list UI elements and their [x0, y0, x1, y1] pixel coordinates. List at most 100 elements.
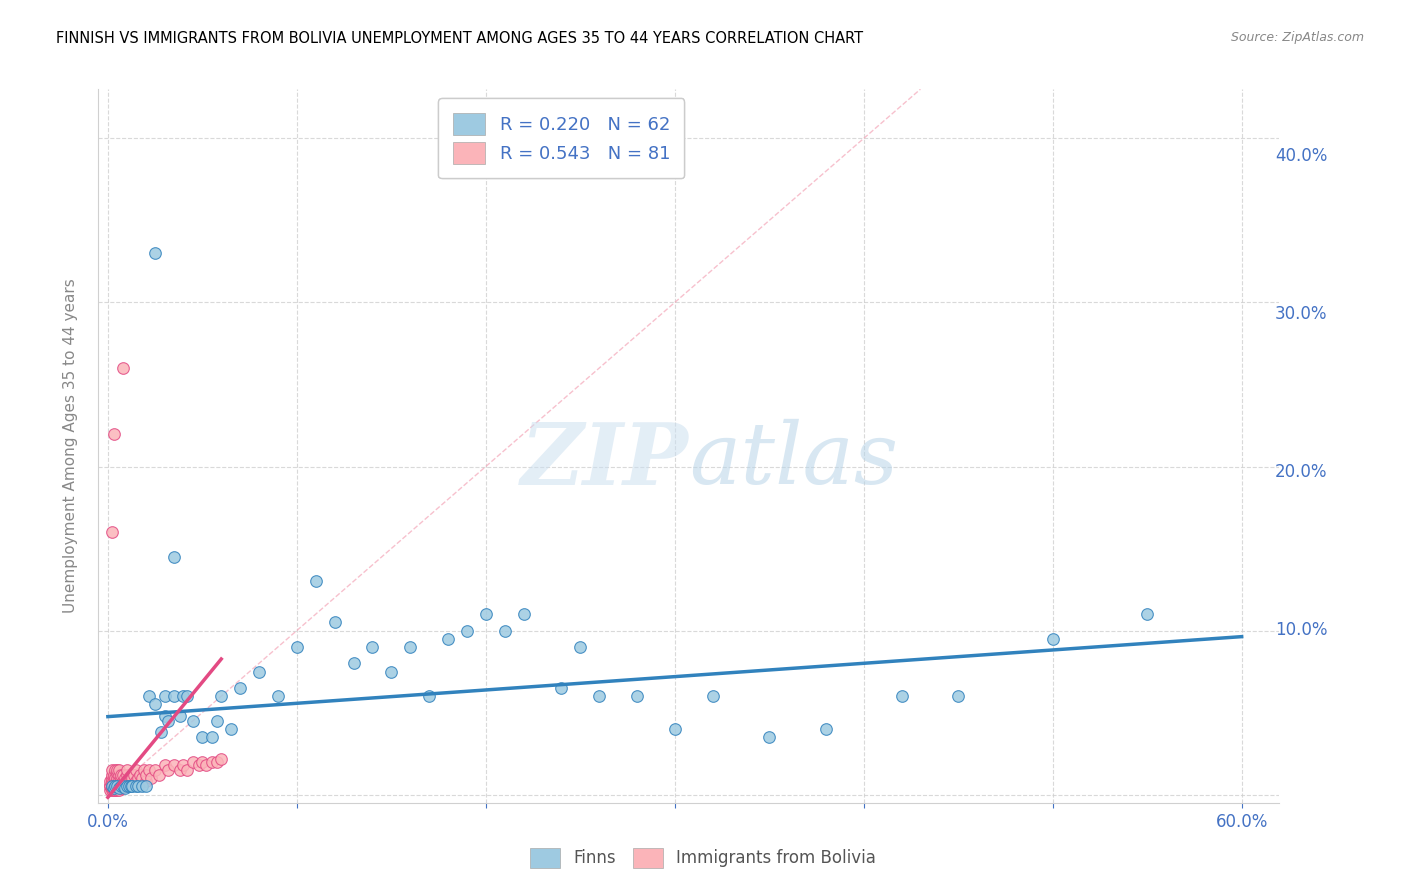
- Point: [177, 772, 200, 787]
- Point: [609, 637, 631, 651]
- Point: [592, 676, 614, 690]
- Point: [434, 660, 457, 674]
- Point: [229, 756, 252, 770]
- Point: [180, 774, 202, 789]
- Point: [191, 756, 214, 770]
- Point: [505, 621, 527, 635]
- Text: ZIP: ZIP: [553, 423, 721, 506]
- Point: [174, 766, 197, 780]
- Point: [661, 684, 683, 698]
- Point: [187, 771, 209, 785]
- Point: [225, 750, 247, 764]
- Point: [696, 715, 718, 730]
- Point: [382, 613, 405, 627]
- Point: [177, 763, 200, 777]
- Point: [418, 637, 440, 651]
- Legend: Finns, Immigrants from Bolivia: Finns, Immigrants from Bolivia: [523, 841, 883, 875]
- Point: [330, 684, 353, 698]
- Point: [186, 763, 208, 777]
- Point: [180, 756, 202, 770]
- Point: [181, 763, 204, 777]
- Point: [217, 756, 239, 770]
- Point: [295, 676, 318, 690]
- Point: [905, 684, 928, 698]
- Point: [181, 771, 204, 785]
- Point: [235, 549, 257, 564]
- Text: atlas: atlas: [721, 423, 929, 506]
- Point: [239, 703, 262, 717]
- Point: [179, 774, 201, 789]
- Point: [246, 756, 269, 770]
- Point: [225, 684, 247, 698]
- Point: [193, 766, 215, 780]
- Point: [177, 771, 200, 785]
- Point: [731, 684, 754, 698]
- Point: [278, 684, 301, 698]
- Point: [179, 760, 201, 774]
- Point: [177, 774, 200, 789]
- Y-axis label: Unemployment Among Ages 35 to 44 years: Unemployment Among Ages 35 to 44 years: [63, 283, 77, 618]
- Point: [174, 770, 197, 784]
- Point: [177, 760, 200, 774]
- Point: [222, 719, 245, 733]
- Point: [181, 774, 204, 789]
- Point: [347, 637, 370, 651]
- Point: [187, 368, 209, 383]
- Legend: R = 0.220   N = 62, R = 0.543   N = 81: R = 0.220 N = 62, R = 0.543 N = 81: [489, 116, 737, 196]
- Point: [186, 760, 208, 774]
- Point: [243, 684, 266, 698]
- Point: [627, 684, 650, 698]
- Point: [191, 766, 214, 780]
- Point: [207, 756, 229, 770]
- Point: [188, 772, 211, 787]
- Point: [200, 771, 222, 785]
- Point: [246, 684, 269, 698]
- Point: [208, 766, 231, 780]
- Point: [187, 760, 209, 774]
- Point: [470, 684, 492, 698]
- Point: [260, 723, 283, 738]
- Text: FINNISH VS IMMIGRANTS FROM BOLIVIA UNEMPLOYMENT AMONG AGES 35 TO 44 YEARS CORREL: FINNISH VS IMMIGRANTS FROM BOLIVIA UNEMP…: [56, 31, 863, 46]
- Point: [180, 768, 202, 782]
- Point: [191, 760, 214, 774]
- Point: [278, 744, 301, 758]
- Point: [198, 760, 221, 774]
- Point: [177, 526, 200, 541]
- Point: [194, 771, 217, 785]
- Point: [180, 771, 202, 785]
- Point: [486, 629, 509, 643]
- Point: [235, 750, 257, 764]
- Point: [184, 764, 207, 779]
- Point: [194, 768, 217, 782]
- Point: [194, 763, 217, 777]
- Point: [184, 760, 207, 774]
- Point: [174, 774, 197, 789]
- Point: [1132, 605, 1154, 619]
- Point: [522, 605, 544, 619]
- Point: [191, 771, 214, 785]
- Point: [1045, 629, 1067, 643]
- Point: [174, 771, 197, 785]
- Point: [214, 763, 236, 777]
- Point: [179, 772, 201, 787]
- Point: [540, 621, 562, 635]
- Text: Source: ZipAtlas.com: Source: ZipAtlas.com: [1230, 31, 1364, 45]
- Point: [205, 763, 228, 777]
- Point: [186, 771, 208, 785]
- Point: [188, 770, 211, 784]
- Point: [783, 723, 806, 738]
- Point: [181, 758, 204, 772]
- Point: [229, 707, 252, 722]
- Point: [269, 747, 291, 762]
- Point: [208, 760, 231, 774]
- Point: [186, 772, 208, 787]
- Point: [180, 763, 202, 777]
- Point: [179, 432, 201, 446]
- Point: [180, 771, 202, 785]
- Point: [366, 574, 388, 588]
- Point: [835, 715, 858, 730]
- Point: [195, 763, 218, 777]
- Point: [453, 637, 475, 651]
- Point: [177, 771, 200, 785]
- Point: [399, 653, 422, 667]
